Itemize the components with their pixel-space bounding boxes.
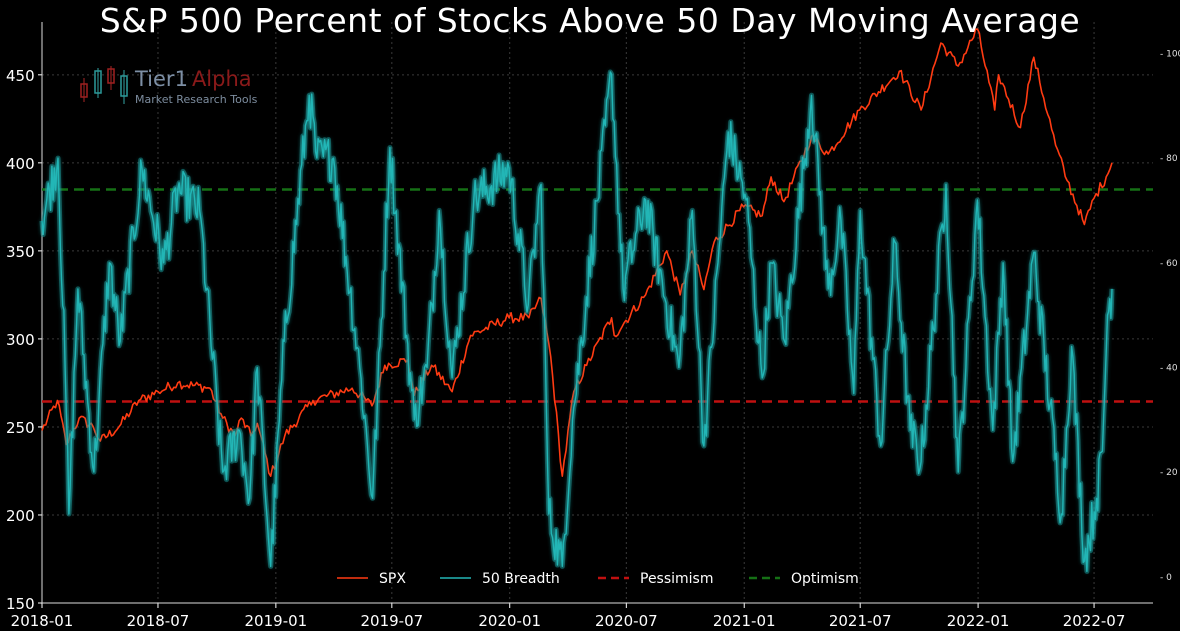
x-tick-label: 2020-07	[595, 612, 658, 630]
y-tick-label-right: - 0	[1160, 573, 1172, 583]
legend: SPX 50 Breadth Pessimism Optimism	[337, 571, 859, 587]
legend-label: 50 Breadth	[482, 571, 560, 587]
legend-label: Optimism	[791, 571, 859, 587]
x-tick-label: 2022-01	[947, 612, 1010, 630]
logo-name: Tier1 Alpha	[134, 67, 252, 91]
x-tick-label: 2019-01	[245, 612, 308, 630]
y-tick-label-right: - 80	[1160, 154, 1178, 164]
x-tick-label: 2020-01	[478, 612, 541, 630]
logo-name-part2: Alpha	[192, 67, 252, 91]
legend-item-spx: SPX	[337, 571, 406, 587]
y-tick-label-left: 350	[6, 243, 35, 261]
y-tick-label-left: 400	[6, 155, 35, 173]
x-tick-label: 2022-07	[1063, 612, 1126, 630]
x-tick-label: 2021-07	[829, 612, 892, 630]
plot-lines	[39, 28, 1153, 574]
y-tick-label-left: 450	[6, 67, 35, 85]
logo-name-part1: Tier1	[134, 67, 188, 91]
y-tick-label-right: - 60	[1160, 259, 1178, 269]
legend-label: SPX	[379, 571, 406, 587]
y-tick-label-left: 150	[6, 595, 35, 613]
tier1alpha-logo: Tier1 Alpha Market Research Tools	[80, 66, 258, 106]
candlestick-icon	[80, 66, 128, 104]
x-tick-label: 2019-07	[360, 612, 423, 630]
axes: 150 200 250 300 350 400 450 - 0 - 20 - 40 - 60 - 80…	[6, 22, 1180, 630]
legend-item-breadth: 50 Breadth	[440, 571, 560, 587]
breadth-line-glow	[39, 69, 1115, 574]
y-tick-label-left: 300	[6, 331, 35, 349]
y-tick-label-left: 250	[6, 419, 35, 437]
logo-subtitle: Market Research Tools	[135, 93, 258, 106]
legend-item-pessimism: Pessimism	[598, 571, 714, 587]
legend-label: Pessimism	[640, 571, 714, 587]
y-tick-label-right: - 100	[1160, 49, 1180, 59]
y-tick-label-right: - 20	[1160, 468, 1178, 478]
y-tick-label-left: 200	[6, 507, 35, 525]
legend-item-optimism: Optimism	[749, 571, 859, 587]
breadth-line	[41, 71, 1113, 573]
x-tick-label: 2018-01	[11, 612, 74, 630]
x-tick-label: 2021-01	[713, 612, 776, 630]
x-tick-label: 2018-07	[127, 612, 190, 630]
chart-title: S&P 500 Percent of Stocks Above 50 Day M…	[99, 1, 1081, 40]
y-tick-label-right: - 40	[1160, 363, 1178, 373]
